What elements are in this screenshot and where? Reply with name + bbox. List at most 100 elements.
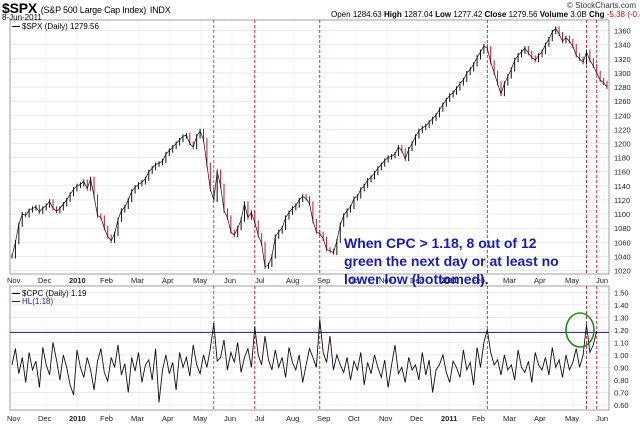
indicator-y-axis: 0.60 0.70 0.80 0.90 1.00 1.10 1.20 1.30 1.40 1.50: [614, 288, 629, 410]
y-tick-label: 1180: [614, 154, 630, 163]
high-value: 1287.04: [403, 10, 433, 19]
y-tick-label: 1260: [614, 97, 631, 106]
y-tick-label: 0.60: [614, 401, 629, 410]
cpc-point: [486, 329, 488, 331]
price-legend-label: $SPX (Daily) 1279.56: [22, 22, 99, 31]
x-tick-label: May: [565, 414, 579, 423]
x-tick-label: Jun: [224, 276, 236, 285]
x-tick-label: Nov: [7, 414, 21, 423]
y-tick-label: 1140: [614, 182, 630, 191]
volume-value: 3.0B: [570, 10, 587, 19]
cpc-series: [11, 319, 598, 403]
x-tick-label: Apr: [162, 276, 174, 285]
volume-label: Volume: [539, 10, 569, 19]
y-tick-label: 1.30: [614, 313, 629, 322]
x-tick-label: Aug: [286, 414, 299, 423]
x-tick-label: Feb: [472, 414, 485, 423]
y-tick-label: 1360: [614, 27, 631, 36]
y-tick-label: 1020: [614, 266, 631, 275]
y-tick-label: 1080: [614, 224, 631, 233]
x-tick-label: May: [193, 414, 207, 423]
x-tick-label: Nov: [379, 276, 393, 285]
open-value: 1284.63: [352, 10, 382, 19]
x-tick-label: Mar: [131, 414, 144, 423]
y-tick-label: 1.10: [614, 338, 629, 347]
x-tick-label: Dec: [410, 414, 424, 423]
legend-line-icon: [12, 293, 20, 295]
symbol-description: (S&P 500 Large Cap Index): [40, 5, 147, 15]
y-tick-label: 1300: [614, 69, 631, 78]
x-tick-label: Mar: [131, 276, 144, 285]
y-tick-label: 1160: [614, 168, 630, 177]
y-tick-label: 1220: [614, 125, 631, 134]
y-tick-label: 1060: [614, 238, 631, 247]
annotation-text: When CPC > 1.18, 8 out of 12 green the n…: [344, 235, 559, 287]
y-tick-label: 1.20: [614, 326, 629, 335]
chg-label: Chg: [588, 10, 605, 19]
x-tick-label: May: [565, 276, 579, 285]
close-value: 1279.56: [508, 10, 538, 19]
x-tick-label: Mar: [503, 414, 516, 423]
cpc-line: [11, 319, 598, 403]
open-label: Open: [331, 10, 351, 19]
x-tick-label: Nov: [7, 276, 21, 285]
indicator-legend: $CPC (Daily) 1.19: [12, 289, 86, 298]
y-tick-label: 1.00: [614, 351, 629, 360]
x-tick-label: Apr: [534, 414, 546, 423]
hline-legend: HL(1.18): [12, 297, 53, 306]
x-tick-label: Apr: [162, 414, 174, 423]
price-panel: 1020 1040 1060 1080 1100 1120 1140 1160 1180 1200…: [7, 19, 631, 285]
x-tick-label: 2011: [441, 276, 457, 285]
symbol-title: $SPX (S&P 500 Large Cap Index) INDX: [2, 0, 171, 16]
x-tick-label: Sep: [317, 276, 330, 285]
cpc-point: [213, 322, 215, 325]
x-tick-label: Aug: [286, 276, 299, 285]
x-tick-label: Jun: [596, 276, 608, 285]
high-label: High: [383, 10, 402, 19]
close-label: Close: [484, 10, 507, 19]
symbol-name: $SPX: [2, 0, 37, 16]
y-tick-label: 1100: [614, 210, 630, 219]
price-series: [11, 26, 608, 270]
highlight-circle: [565, 312, 595, 348]
y-tick-label: 0.70: [614, 388, 629, 397]
y-tick-label: 0.80: [614, 376, 629, 385]
price-y-axis: 1020 1040 1060 1080 1100 1120 1140 1160 1180 1200…: [614, 27, 631, 276]
cpc-point: [319, 319, 321, 321]
low-value: 1277.42: [453, 10, 483, 19]
y-tick-label: 1.50: [614, 288, 629, 297]
x-tick-label: Feb: [100, 414, 113, 423]
price-line: [11, 27, 608, 268]
price-x-axis: Nov Dec 2010 Feb Mar Apr May Jun Jul Aug Sep Oct Nov…: [7, 276, 608, 285]
y-tick-label: 1320: [614, 55, 631, 64]
x-tick-label: Jun: [224, 414, 236, 423]
indicator-x-axis: Nov Dec 2010 Feb Mar Apr May Jun Jul Aug Sep Oct Nov…: [7, 414, 608, 423]
legend-line-icon: [12, 301, 20, 303]
x-tick-label: Jun: [596, 414, 608, 423]
y-tick-label: 1.40: [614, 301, 629, 310]
y-tick-label: 1040: [614, 252, 631, 261]
x-tick-label: Oct: [348, 276, 361, 285]
cpc-point: [585, 324, 588, 326]
x-tick-label: Dec: [38, 414, 52, 423]
x-tick-label: 2011: [441, 414, 457, 423]
watermark: © StockCharts.com: [566, 1, 636, 10]
exchange-label: INDX: [149, 5, 171, 15]
x-tick-label: Apr: [534, 276, 546, 285]
price-grid: [10, 20, 609, 274]
hline-legend-label: HL(1.18): [22, 297, 54, 306]
x-tick-label: 2010: [69, 414, 86, 423]
x-tick-label: Feb: [100, 276, 113, 285]
chg-value: -5.38 (-0.42%): [606, 10, 640, 19]
x-tick-label: Sep: [317, 414, 330, 423]
x-tick-label: Dec: [38, 276, 52, 285]
indicator-panel-frame: [9, 285, 610, 411]
price-panel-frame: [9, 19, 610, 275]
x-tick-label: Oct: [348, 414, 361, 423]
ohlc-readout: Open 1284.63 High 1287.04 Low 1277.42 Cl…: [331, 10, 640, 19]
y-tick-label: 0.90: [614, 363, 629, 372]
y-tick-label: 1280: [614, 83, 631, 92]
x-tick-label: Mar: [503, 276, 516, 285]
indicator-panel: 0.60 0.70 0.80 0.90 1.00 1.10 1.20 1.30 1.40 1.50…: [7, 285, 629, 423]
